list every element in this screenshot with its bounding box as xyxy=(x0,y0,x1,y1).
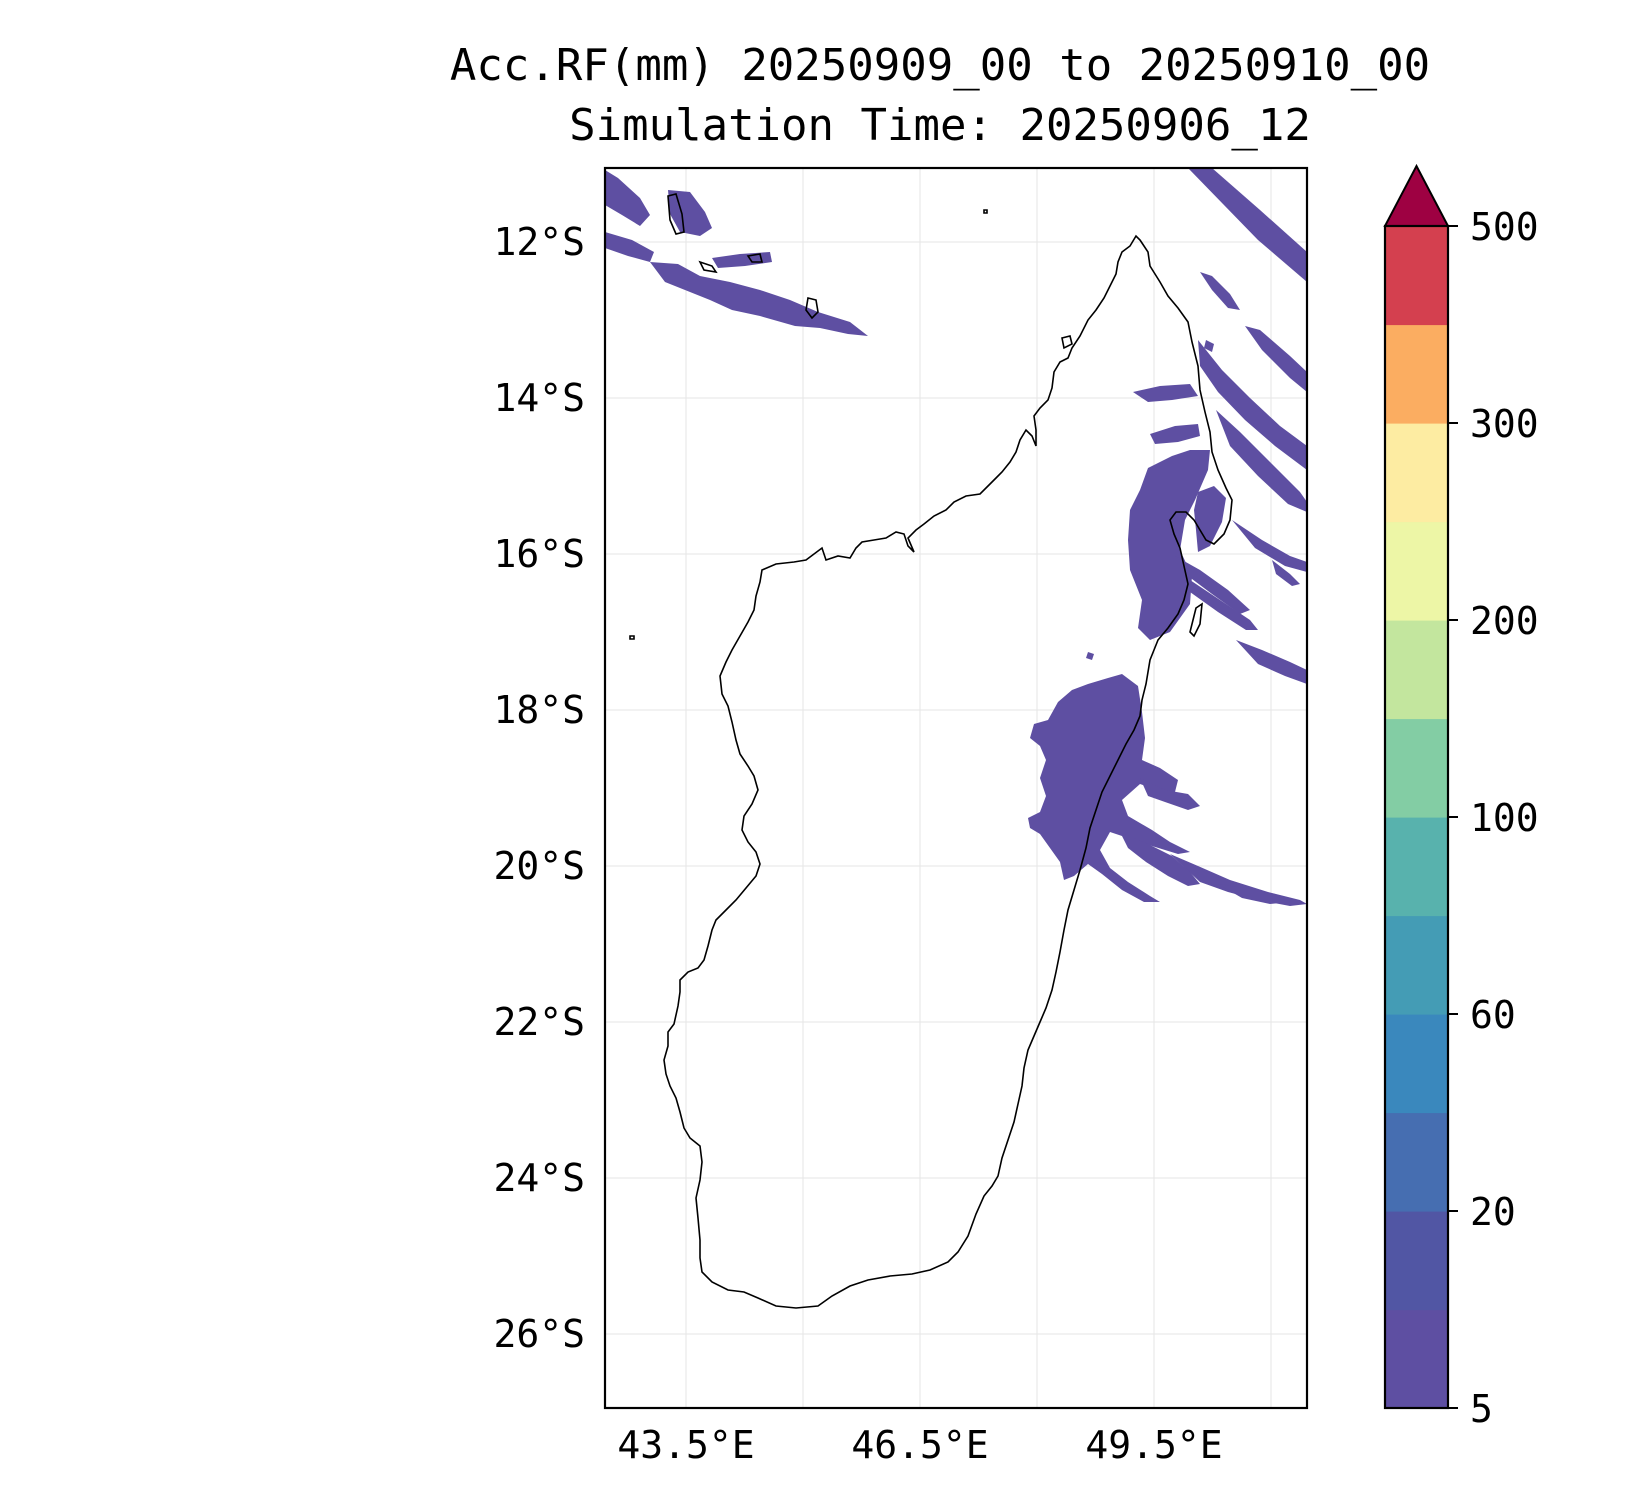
lat-tick-label: 12°S xyxy=(493,220,585,264)
rain-area xyxy=(712,252,772,268)
rain-area xyxy=(1204,340,1214,352)
colorbar-segment xyxy=(1385,1309,1448,1409)
colorbar-tick-label: 200 xyxy=(1470,599,1539,643)
lat-tick-label: 22°S xyxy=(493,1000,585,1044)
colorbar-tick-label: 20 xyxy=(1470,1190,1516,1234)
island-grande-comore xyxy=(667,193,685,235)
island-anjouan xyxy=(698,260,718,274)
colorbar-segment xyxy=(1385,521,1448,621)
lat-tick-label: 18°S xyxy=(493,688,585,732)
island-small xyxy=(983,209,988,214)
colorbar-segment xyxy=(1385,226,1448,326)
island-mayotte xyxy=(805,297,819,320)
coastline xyxy=(629,193,1233,1309)
lat-tick-label: 16°S xyxy=(493,532,585,576)
rainfall-contours xyxy=(605,168,1307,906)
colorbar-segment xyxy=(1385,620,1448,720)
map-panel xyxy=(603,166,1309,1410)
colorbar-segment xyxy=(1385,423,1448,523)
colorbar-segment xyxy=(1385,1112,1448,1212)
rain-area xyxy=(1245,326,1307,392)
rain-area xyxy=(1188,168,1307,282)
rain-area xyxy=(1168,560,1258,630)
island-sainte-marie xyxy=(1189,602,1203,638)
lat-axis: 12°S 14°S 16°S 18°S 20°S 22°S 24°S 26°S xyxy=(493,220,585,1356)
island-small xyxy=(629,635,635,640)
rain-area xyxy=(1218,884,1290,904)
colorbar-tick-label: 5 xyxy=(1470,1387,1493,1431)
rain-area xyxy=(1232,520,1307,572)
colorbar-segment xyxy=(1385,324,1448,424)
rain-area xyxy=(1086,652,1094,660)
rain-area xyxy=(1198,340,1307,470)
rain-area xyxy=(1175,556,1250,614)
colorbar-tick-label: 100 xyxy=(1470,796,1539,840)
colorbar-tick-label: 500 xyxy=(1470,205,1539,249)
lon-tick-label: 46.5°E xyxy=(851,1423,988,1467)
map-title: Acc.RF(mm) 20250909_00 to 20250910_00 xyxy=(449,40,1431,91)
lat-tick-label: 20°S xyxy=(493,844,585,888)
map-subtitle: Simulation Time: 20250906_12 xyxy=(569,100,1311,151)
colorbar-segment xyxy=(1385,1014,1448,1114)
lon-tick-label: 49.5°E xyxy=(1085,1423,1222,1467)
colorbar-segment xyxy=(1385,817,1448,917)
rain-area xyxy=(1200,272,1240,310)
rain-area xyxy=(1120,832,1200,886)
rain-area xyxy=(1170,854,1307,906)
colorbar-extend-arrow xyxy=(1383,163,1450,227)
rain-area xyxy=(1216,410,1307,512)
island-moheli xyxy=(746,253,764,263)
colorbar-tick-label: 300 xyxy=(1470,402,1539,446)
colorbar-segment xyxy=(1385,915,1448,1015)
lat-tick-label: 26°S xyxy=(493,1312,585,1356)
madagascar-coastline xyxy=(663,234,1233,1309)
rain-area xyxy=(1272,560,1300,586)
rain-area xyxy=(1133,384,1198,402)
rain-area xyxy=(605,170,650,226)
rain-area xyxy=(1150,424,1200,444)
rain-area xyxy=(605,232,654,262)
colorbar-segments xyxy=(1385,226,1448,1409)
colorbar: 500 300 200 100 60 20 5 xyxy=(1383,163,1539,1431)
colorbar-tick-label: 60 xyxy=(1470,993,1516,1037)
lat-tick-label: 14°S xyxy=(493,376,585,420)
rain-area xyxy=(1194,486,1226,552)
rain-area xyxy=(650,262,868,336)
lat-tick-label: 24°S xyxy=(493,1156,585,1200)
island-nosy-be xyxy=(1061,335,1073,350)
lon-tick-label: 43.5°E xyxy=(617,1423,754,1467)
lon-axis: 43.5°E 46.5°E 49.5°E xyxy=(617,1423,1222,1467)
rain-area xyxy=(1236,640,1307,684)
rain-area xyxy=(1140,778,1200,810)
map-frame xyxy=(603,166,1309,1410)
colorbar-segment xyxy=(1385,1211,1448,1311)
colorbar-segment xyxy=(1385,718,1448,818)
rain-area xyxy=(1128,450,1210,640)
gridlines xyxy=(605,168,1307,1408)
